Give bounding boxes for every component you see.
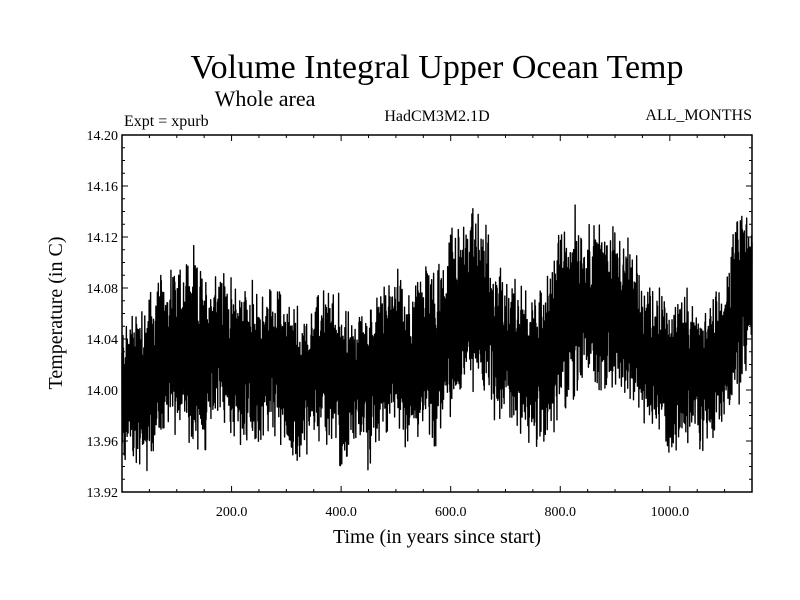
y-tick-label: 14.16 xyxy=(87,180,119,195)
plot-frame xyxy=(121,134,753,493)
series-line xyxy=(121,204,753,472)
y-tick-label: 14.08 xyxy=(87,282,119,297)
y-tick-label: 14.04 xyxy=(87,333,119,348)
y-axis-label: Temperature (in C) xyxy=(45,237,67,390)
model-label: HadCM3M2.1D xyxy=(384,108,489,125)
x-tick-label: 1000.0 xyxy=(651,505,690,520)
y-tick-label: 14.20 xyxy=(87,129,119,144)
x-tick-label: 600.0 xyxy=(435,505,467,520)
chart-title: Volume Integral Upper Ocean Temp xyxy=(191,49,684,86)
chart-subtitle: Whole area xyxy=(215,86,316,111)
y-tick-label: 14.00 xyxy=(87,384,119,399)
y-tick-label: 14.12 xyxy=(87,231,119,246)
y-tick-label: 13.92 xyxy=(87,486,119,501)
months-label: ALL_MONTHS xyxy=(645,107,752,124)
x-tick-label: 400.0 xyxy=(325,505,357,520)
x-axis-label: Time (in years since start) xyxy=(333,526,541,548)
y-tick-label: 13.96 xyxy=(87,435,119,450)
axis-layer: 13.92 13.96 14.00 14.04 14.08 14.12 14.16 14.20… xyxy=(87,129,752,520)
x-tick-label: 800.0 xyxy=(545,505,577,520)
series-layer xyxy=(121,204,753,472)
x-tick-label: 200.0 xyxy=(216,505,248,520)
experiment-label: Expt = xpurb xyxy=(124,113,209,130)
